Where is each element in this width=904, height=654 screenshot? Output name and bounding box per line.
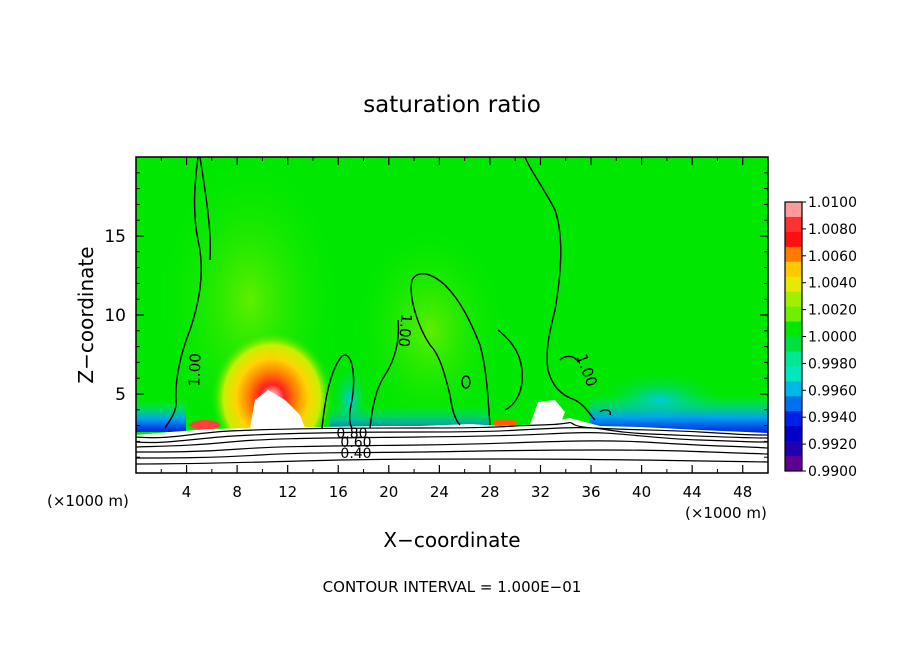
x-unit-label-left: (×1000 m) <box>47 492 129 510</box>
colorbar-tick-label: 1.0080 <box>808 222 857 238</box>
colorbar-swatch <box>785 231 802 248</box>
colorbar-tick-label: 1.0000 <box>808 330 857 346</box>
colorbar-swatch <box>785 411 802 427</box>
colorbar-tick-label: 0.9980 <box>808 356 857 372</box>
colorbar-tick-label: 0.9900 <box>808 464 857 480</box>
field-white-core <box>250 390 305 428</box>
x-tick-label: 40 <box>632 483 651 501</box>
colorbar-swatch <box>785 456 802 472</box>
x-tick-label: 20 <box>379 483 398 501</box>
field-warm-spot-mid <box>493 419 517 427</box>
y-tick-label: 5 <box>115 385 126 405</box>
x-tick-label: 4 <box>182 483 192 501</box>
colorbar-swatch <box>785 306 802 323</box>
colorbar-swatch <box>785 246 802 263</box>
colorbar-tick-label: 0.9920 <box>808 437 857 453</box>
x-tick-label: 48 <box>733 483 752 501</box>
contour-left-inner <box>199 157 212 261</box>
x-tick-label: 44 <box>683 483 702 501</box>
x-unit-label-right: (×1000 m) <box>685 504 767 522</box>
contour-right-tall <box>524 157 596 421</box>
field-white-patch-right <box>530 400 565 425</box>
colorbar-tick-label: 1.0060 <box>808 249 857 265</box>
x-tick-label: 36 <box>581 483 600 501</box>
x-axis: 4 8 12 16 20 24 28 32 36 40 44 48 <box>160 157 752 501</box>
contour-left-plume <box>164 157 202 429</box>
contour-hook <box>410 273 491 426</box>
colorbar-swatch <box>785 291 802 308</box>
colorbar-swatch <box>785 321 802 337</box>
contour-label: 1.00 <box>185 353 204 387</box>
y-axis: 5 10 15 <box>104 172 768 458</box>
x-tick-label: 16 <box>329 483 348 501</box>
colorbar-tick-label: 1.0040 <box>808 276 857 292</box>
contour-label: 1.00 <box>395 313 416 348</box>
contour-lines-lower <box>136 421 768 465</box>
field-blue-band-left <box>136 400 186 432</box>
colorbar-tick-label: 0.9940 <box>808 410 857 426</box>
contour-right-segment <box>559 355 579 363</box>
x-tick-label: 12 <box>278 483 297 501</box>
colorbar-swatch <box>785 276 802 293</box>
colorbar-swatch <box>785 396 802 412</box>
contour-mid-lobe <box>321 354 355 429</box>
colorbar-tick-label: 1.0020 <box>808 303 857 319</box>
chart-title: saturation ratio <box>363 92 541 118</box>
contour-hook-inner <box>497 329 523 411</box>
contour-small-loop <box>461 375 471 389</box>
colorbar-swatch <box>785 216 802 233</box>
x-tick-label: 24 <box>430 483 449 501</box>
colorbar-tick-label: 0.9960 <box>808 383 857 399</box>
colorbar-swatch <box>785 426 802 442</box>
field-warm-spot-left <box>190 420 220 430</box>
y-tick-label: 10 <box>104 306 126 326</box>
colorbar-swatch <box>785 261 802 278</box>
colorbar-swatch <box>785 351 802 367</box>
contour-label: 0.40 <box>340 446 371 462</box>
colorbar-swatch <box>785 202 802 218</box>
contour-right-lower <box>599 409 612 416</box>
contour-label: 0.60 <box>340 435 371 451</box>
y-axis-label: Z−coordinate <box>74 246 98 383</box>
contour-label: 0.80 <box>336 426 367 442</box>
colorbar: 1.0100 1.0080 1.0060 1.0040 1.0020 1.0000 0.99… <box>784 195 857 480</box>
colorbar-swatch <box>785 381 802 397</box>
colorbar-swatch <box>785 366 802 382</box>
x-tick-label: 8 <box>232 483 242 501</box>
contour-interval-note: CONTOUR INTERVAL = 1.000E−01 <box>323 578 582 596</box>
colorbar-swatch <box>785 441 802 457</box>
contour-lines-saturation <box>164 157 612 429</box>
plot-area <box>136 157 768 473</box>
y-tick-label: 15 <box>104 227 126 247</box>
x-axis-label: X−coordinate <box>383 528 520 552</box>
contour-mid-right <box>369 319 400 429</box>
x-tick-label: 32 <box>531 483 550 501</box>
colorbar-swatch <box>785 336 802 352</box>
colorbar-tick-label: 1.0100 <box>808 195 857 211</box>
x-tick-label: 28 <box>480 483 499 501</box>
